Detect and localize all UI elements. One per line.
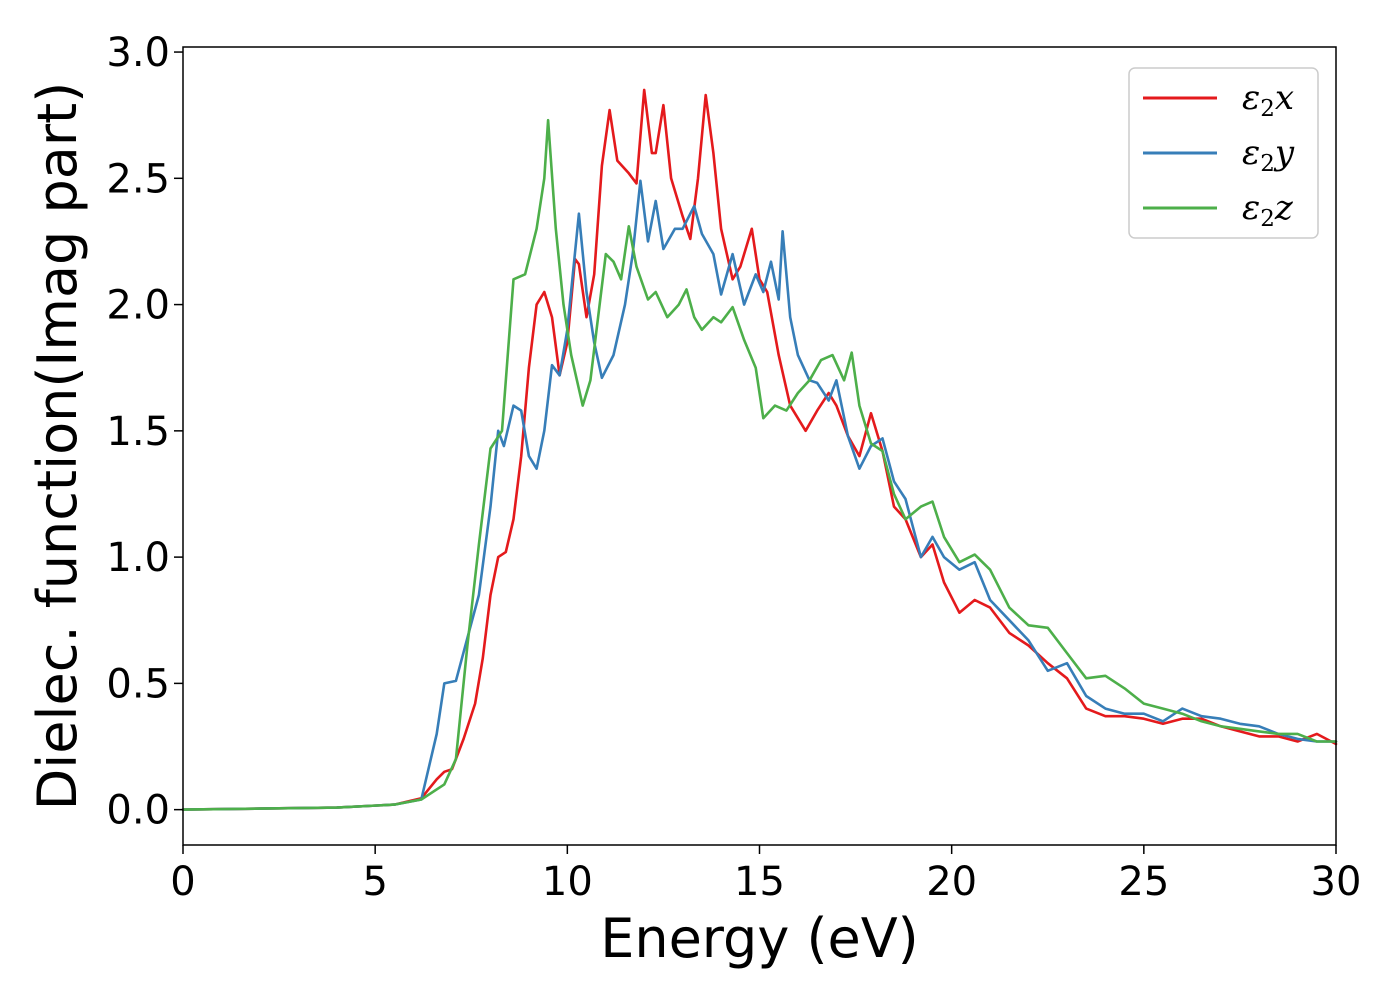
x-tick-label: 0 (170, 859, 195, 905)
legend-label: ε2z (1242, 188, 1294, 232)
y-tick-label: 0.5 (106, 661, 170, 707)
x-axis: 0 5 10 15 20 25 30 (170, 845, 1361, 905)
legend-label: ε2y (1242, 133, 1295, 177)
x-tick-label: 30 (1311, 859, 1362, 905)
series-line-3 (181, 118, 1338, 811)
x-tick-label: 15 (734, 859, 785, 905)
legend-label: ε2x (1242, 78, 1294, 122)
series-line-1 (181, 88, 1338, 811)
y-axis-label: Dielec. function(Imag part) (26, 82, 89, 811)
x-tick-label: 20 (926, 859, 977, 905)
legend-box (1128, 67, 1319, 239)
x-axis-label: Energy (eV) (600, 907, 919, 970)
y-tick-label: 2.0 (106, 283, 170, 329)
x-tick-label: 25 (1118, 859, 1169, 905)
y-tick-label: 3.0 (106, 30, 170, 76)
series-layer (181, 88, 1338, 811)
y-tick-label: 0.0 (106, 788, 170, 834)
y-tick-label: 1.5 (106, 409, 170, 455)
y-tick-label: 1.0 (106, 535, 170, 581)
x-tick-label: 5 (362, 859, 387, 905)
series-line-2 (181, 179, 1338, 811)
y-axis: 0.0 0.5 1.0 1.5 2.0 2.5 3.0 (106, 30, 183, 834)
x-tick-label: 10 (542, 859, 593, 905)
y-tick-label: 2.5 (106, 156, 170, 202)
legend: ε2x ε2y ε2z (1128, 67, 1319, 239)
